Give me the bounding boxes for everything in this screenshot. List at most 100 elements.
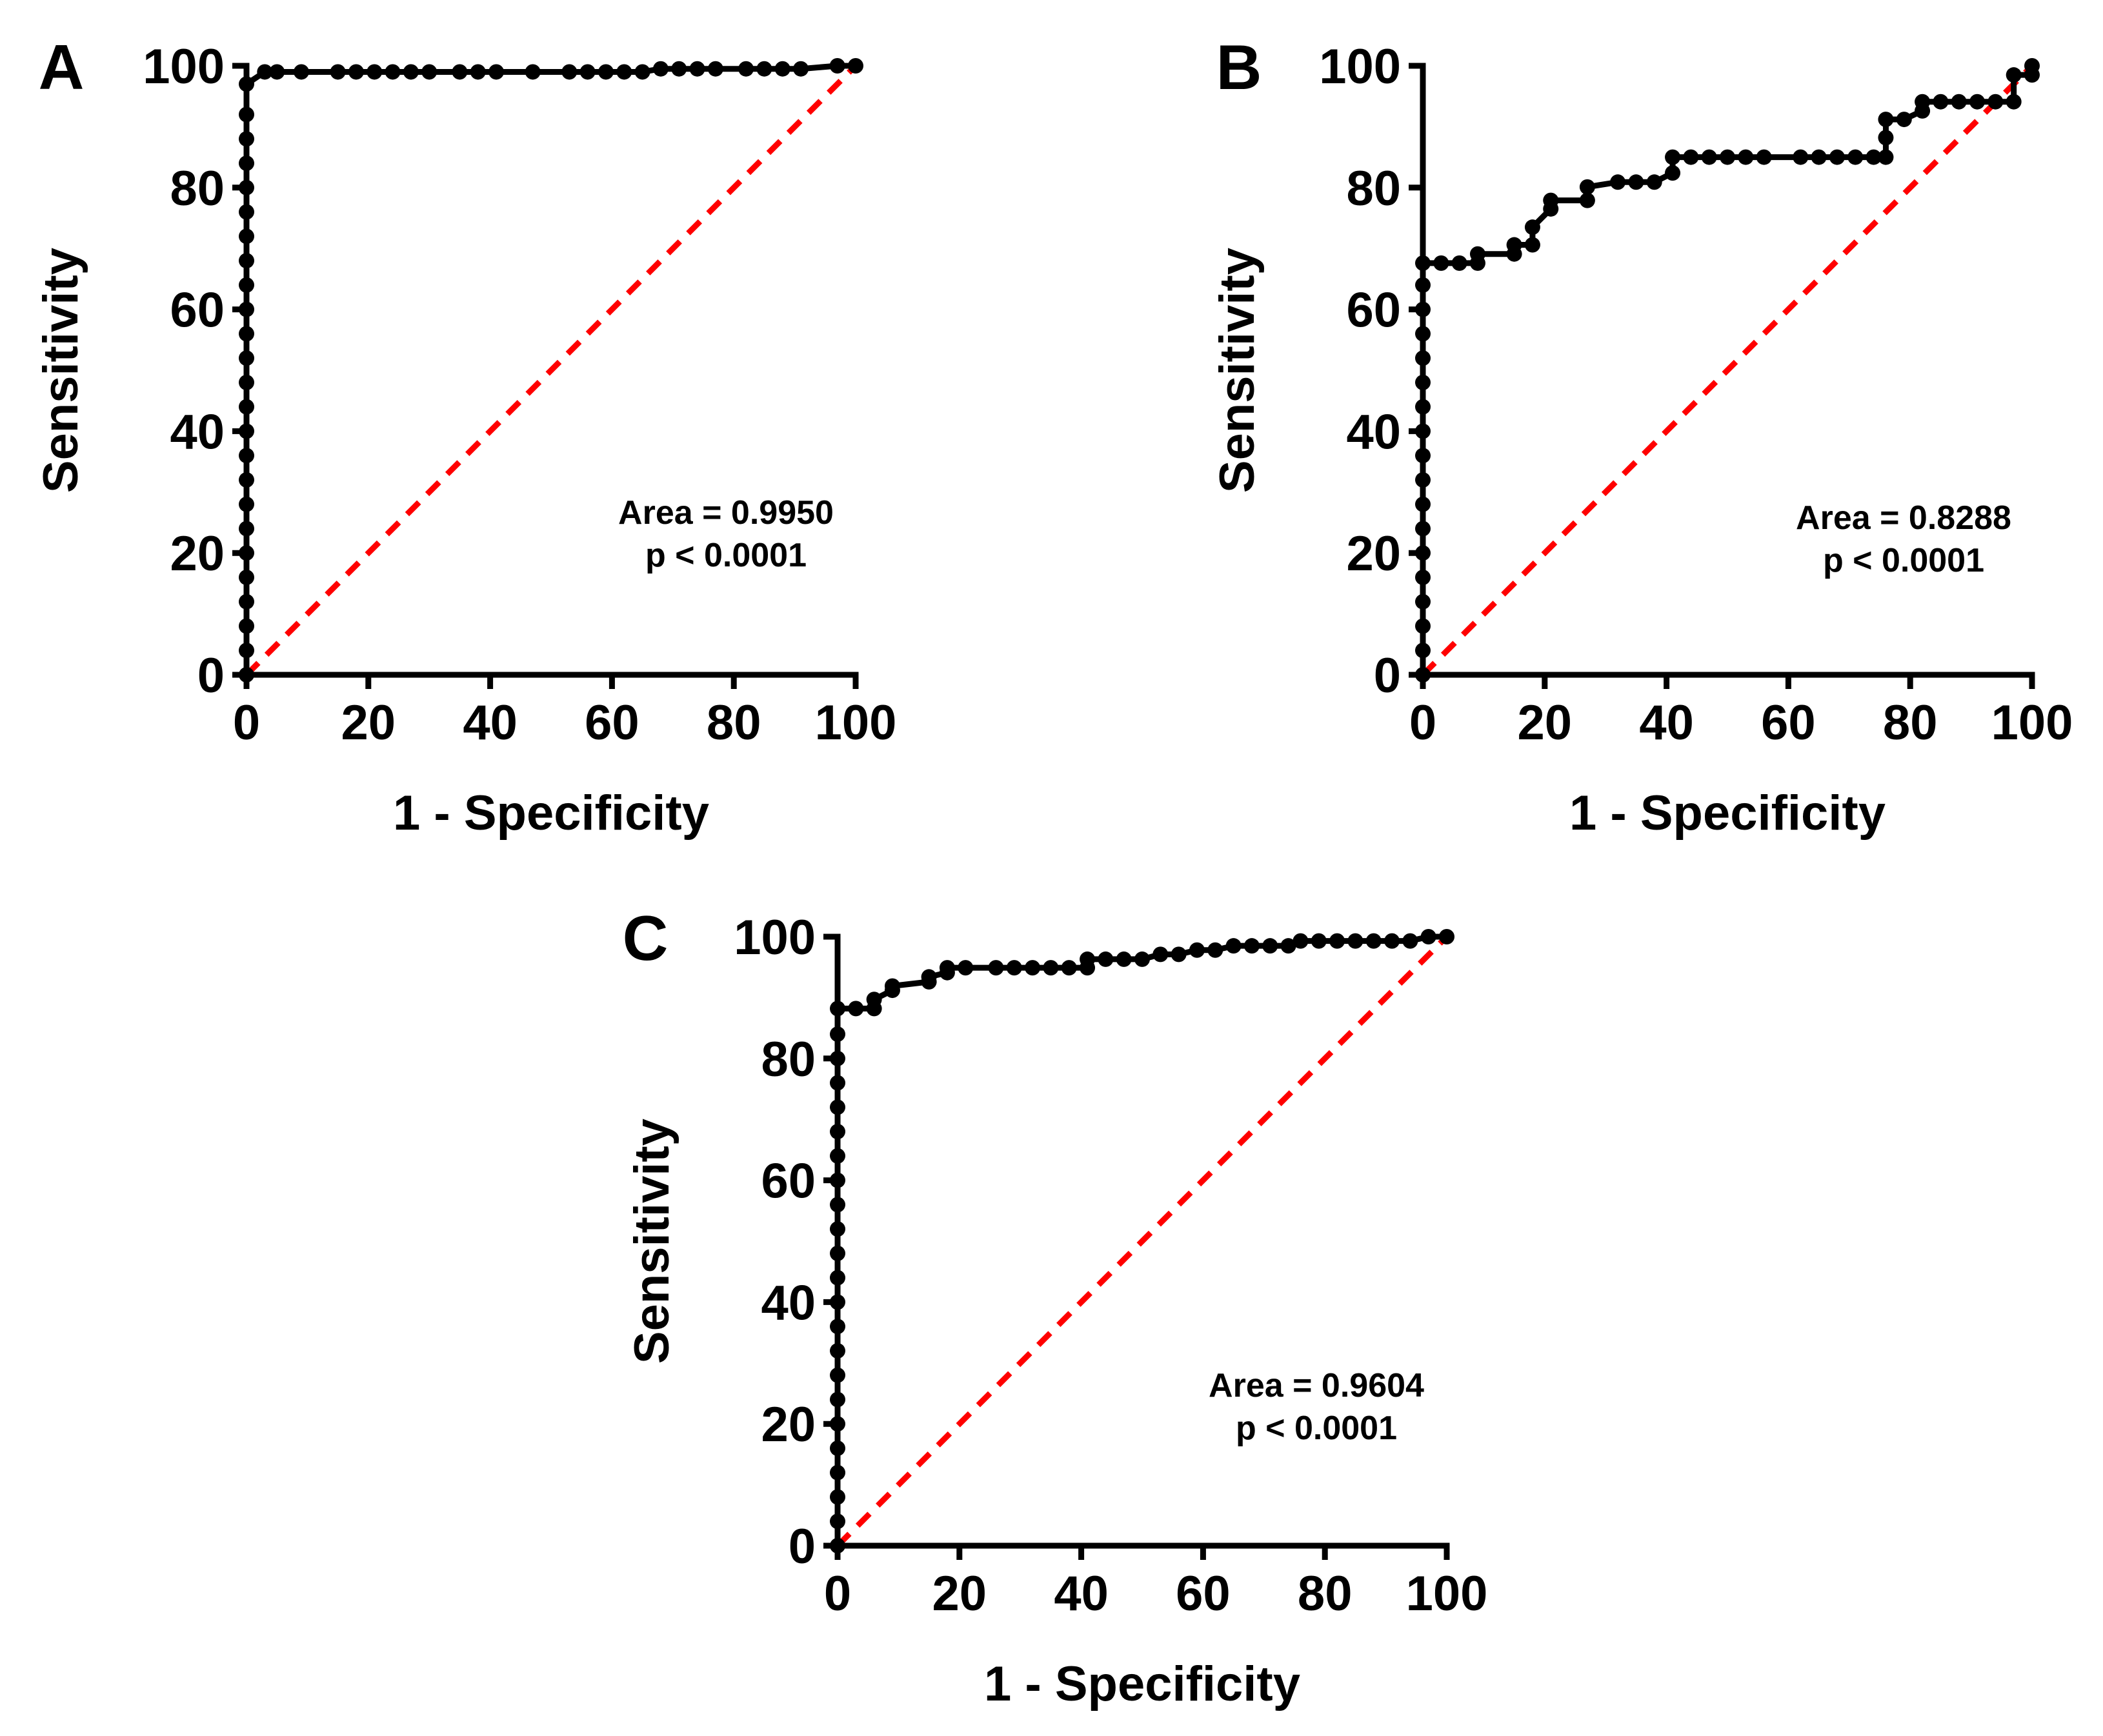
roc-curve-point [1061, 960, 1077, 976]
roc-curve-point [1329, 933, 1345, 949]
roc-curve-point [239, 618, 254, 634]
y-tick-label: 60 [170, 283, 225, 338]
p-value-annotation: p < 0.0001 [645, 537, 807, 574]
roc-curve-point [1433, 255, 1449, 271]
roc-curve-point [239, 277, 254, 293]
x-tick-label: 40 [463, 695, 518, 750]
roc-curve-point [830, 1342, 845, 1359]
x-tick-label: 80 [1883, 695, 1938, 750]
x-tick-label: 60 [1761, 695, 1816, 750]
roc-curve-point [239, 326, 254, 342]
roc-curve-point [239, 423, 254, 439]
roc-curve-point [1415, 496, 1431, 512]
roc-curve-point [421, 64, 438, 80]
roc-curve-point [1293, 933, 1309, 949]
roc-curve-point [1829, 149, 1845, 165]
roc-curve-point [1469, 246, 1485, 262]
auc-annotation: Area = 0.8288 [1796, 499, 2011, 537]
roc-curve-point [385, 64, 401, 80]
roc-curve-point [830, 1050, 845, 1066]
roc-curve-point [239, 667, 254, 683]
auc-annotation: Area = 0.9950 [618, 494, 834, 532]
roc-curve-point [348, 64, 364, 80]
roc-curve-point [239, 521, 254, 537]
roc-curve-point [1878, 130, 1894, 146]
roc-curve-point [1415, 350, 1431, 366]
roc-curve-point [561, 64, 578, 80]
roc-curve-point [1628, 174, 1644, 190]
roc-curve-point [1415, 667, 1431, 683]
x-axis-title: 1 - Specificity [984, 1657, 1300, 1711]
x-tick-label: 100 [1991, 695, 2073, 750]
roc-curve-point [1415, 569, 1431, 585]
roc-curve-point [1025, 960, 1041, 976]
roc-curve-point [830, 1221, 845, 1237]
roc-curve-point [830, 1489, 845, 1505]
x-tick-label: 20 [341, 695, 396, 750]
x-tick-label: 0 [1409, 695, 1436, 750]
roc-curve-point [1415, 277, 1431, 293]
roc-curve-point [1207, 942, 1223, 958]
y-tick-label: 60 [1346, 283, 1401, 338]
roc-curve-point [2006, 94, 2022, 110]
panel-b: B 0 20 40 60 80 100 0 20 40 60 80 100 1 - Specificit… [1210, 32, 2073, 841]
roc-curve-point [598, 64, 614, 80]
roc-curve-point [689, 61, 705, 77]
roc-curve-point [239, 448, 254, 464]
roc-curve-point [1415, 301, 1431, 317]
roc-curve-point [634, 64, 650, 80]
roc-curve-point [1415, 521, 1431, 537]
roc-curve-point [1225, 938, 1242, 954]
roc-curve-point [239, 472, 254, 488]
roc-curve-point [1415, 326, 1431, 342]
roc-curve-point [1365, 933, 1382, 949]
p-value-annotation: p < 0.0001 [1823, 542, 1984, 579]
roc-curve-point [616, 64, 632, 80]
roc-curve-point [1738, 149, 1754, 165]
roc-curve-point [239, 569, 254, 585]
panel-letter-b: B [1216, 32, 1262, 103]
roc-curve-point [1262, 938, 1278, 954]
roc-curve-point [239, 76, 254, 92]
roc-curve-point [830, 1124, 845, 1140]
roc-curve-point [1896, 112, 1912, 128]
roc-curve-point [239, 496, 254, 512]
roc-curve-point [239, 301, 254, 317]
y-tick-label: 80 [761, 1032, 816, 1087]
roc-curve-point [1415, 545, 1431, 561]
roc-curve-point [738, 61, 754, 77]
roc-curve-point [1347, 933, 1363, 949]
reference-diagonal-line [1420, 63, 2035, 677]
roc-curve-point [2006, 67, 2022, 83]
roc-curve-point [1878, 112, 1894, 128]
roc-curve-point [1543, 192, 1559, 208]
roc-curve-point [830, 1148, 845, 1164]
y-tick-label: 40 [170, 404, 225, 459]
roc-curve-point [1420, 929, 1436, 944]
roc-curve-point [830, 1367, 845, 1383]
roc-curve-point [488, 64, 505, 80]
roc-curve-point [921, 969, 937, 985]
roc-curve-point [1402, 933, 1418, 949]
roc-curve-point [1415, 374, 1431, 390]
roc-curve-point [1189, 942, 1205, 958]
roc-curve-point [239, 204, 254, 220]
y-tick-label: 0 [1374, 648, 1401, 703]
roc-curve-point [1987, 94, 2004, 110]
roc-curve-point [830, 1245, 845, 1261]
roc-curve-point [1506, 237, 1522, 253]
roc-curve-point [1415, 618, 1431, 634]
roc-curve-point [830, 1538, 845, 1553]
panel-a: A 0 20 40 60 80 100 0 20 40 60 80 100 1 - Specificit… [34, 32, 896, 841]
roc-curve-point [1579, 179, 1595, 195]
roc-curve-point [830, 1440, 845, 1456]
roc-curve-point [830, 1319, 845, 1335]
y-tick-label: 40 [1346, 404, 1401, 459]
roc-curve-point [239, 399, 254, 415]
roc-curve-point [257, 64, 273, 80]
roc-curve-point [1878, 149, 1894, 165]
roc-curve-point [884, 978, 900, 994]
roc-curve-point [1847, 149, 1864, 165]
roc-curve-point [774, 61, 790, 77]
